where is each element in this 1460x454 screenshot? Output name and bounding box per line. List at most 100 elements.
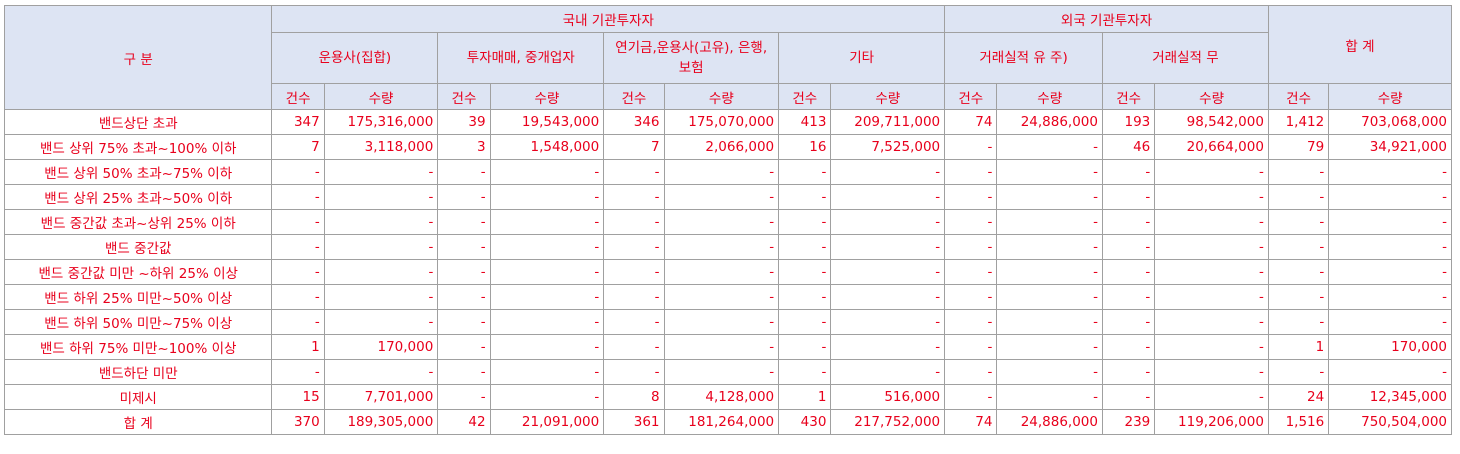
quantity-cell: -: [1328, 234, 1452, 260]
table-row: 밴드 하위 25% 미만~50% 이상 - - - - - - - - - - - - - -: [3, 284, 1452, 310]
quantity-cell: 703,068,000: [1328, 109, 1452, 135]
quantity-cell: -: [830, 359, 946, 385]
quantity-cell: -: [663, 184, 780, 210]
count-column-header: 건수: [1101, 83, 1156, 110]
count-cell: -: [271, 359, 325, 385]
quantity-column-header: 수량: [1154, 83, 1269, 110]
quantity-cell: 181,264,000: [663, 409, 780, 435]
quantity-cell: -: [323, 284, 439, 310]
count-cell: -: [1267, 234, 1330, 260]
quantity-cell: 7,525,000: [830, 134, 946, 160]
count-cell: -: [778, 234, 832, 260]
count-cell: -: [1267, 159, 1330, 185]
subgroup-header: 거래실적 유 주): [944, 32, 1103, 84]
quantity-cell: -: [830, 259, 946, 285]
count-cell: 430: [778, 409, 832, 435]
quantity-cell: -: [1154, 384, 1269, 410]
quantity-column-header: 수량: [996, 83, 1103, 110]
row-label: 밴드 상위 75% 초과~100% 이하: [3, 134, 273, 160]
quantity-cell: 98,542,000: [1154, 109, 1269, 135]
count-cell: -: [271, 184, 325, 210]
quantity-cell: 516,000: [830, 384, 946, 410]
quantity-column-header: 수량: [830, 83, 946, 110]
quantity-cell: -: [1328, 159, 1452, 185]
subgroup-header: 운용사(집합): [271, 32, 439, 84]
count-cell: 7: [603, 134, 665, 160]
count-cell: -: [437, 334, 491, 360]
foreign-institutions-header: 외국 기관투자자: [944, 5, 1269, 33]
count-cell: 74: [944, 109, 998, 135]
count-cell: -: [271, 209, 325, 235]
count-cell: 239: [1101, 409, 1156, 435]
quantity-cell: -: [663, 284, 780, 310]
row-label: 밴드하단 미만: [3, 359, 273, 385]
subgroup-header: 기타: [778, 32, 946, 84]
row-label: 밴드 중간값 미만 ~하위 25% 이상: [3, 259, 273, 285]
count-cell: -: [944, 359, 998, 385]
count-cell: 39: [437, 109, 491, 135]
row-label: 밴드 하위 50% 미만~75% 이상: [3, 309, 273, 335]
quantity-cell: -: [830, 159, 946, 185]
quantity-cell: 21,091,000: [489, 409, 605, 435]
count-cell: -: [603, 284, 665, 310]
count-cell: -: [1101, 334, 1156, 360]
quantity-cell: 1,548,000: [489, 134, 605, 160]
total-header: 합 계: [1267, 5, 1453, 84]
quantity-cell: -: [1154, 159, 1269, 185]
quantity-cell: -: [489, 209, 605, 235]
quantity-cell: -: [323, 234, 439, 260]
row-label: 밴드 하위 75% 미만~100% 이상: [3, 334, 273, 360]
count-cell: -: [778, 284, 832, 310]
table-row: 밴드 중간값 초과~상위 25% 이하 - - - - - - - - - - - - - -: [3, 209, 1452, 235]
count-cell: -: [603, 259, 665, 285]
quantity-cell: -: [996, 259, 1103, 285]
count-cell: 413: [778, 109, 832, 135]
count-cell: 24: [1267, 384, 1330, 410]
count-cell: -: [271, 309, 325, 335]
count-cell: -: [603, 234, 665, 260]
count-cell: -: [437, 384, 491, 410]
quantity-cell: 170,000: [323, 334, 439, 360]
count-cell: -: [944, 259, 998, 285]
quantity-cell: 750,504,000: [1328, 409, 1452, 435]
quantity-cell: -: [1154, 359, 1269, 385]
count-cell: -: [1101, 259, 1156, 285]
count-cell: -: [1101, 359, 1156, 385]
count-cell: -: [944, 159, 998, 185]
quantity-cell: 34,921,000: [1328, 134, 1452, 160]
quantity-cell: 119,206,000: [1154, 409, 1269, 435]
quantity-cell: -: [996, 334, 1103, 360]
count-cell: -: [1267, 284, 1330, 310]
quantity-cell: -: [830, 234, 946, 260]
quantity-cell: -: [489, 184, 605, 210]
count-cell: -: [1101, 159, 1156, 185]
domestic-institutions-header: 국내 기관투자자: [271, 5, 946, 33]
quantity-cell: -: [1154, 309, 1269, 335]
count-cell: -: [944, 309, 998, 335]
quantity-cell: -: [830, 309, 946, 335]
quantity-cell: -: [1328, 359, 1452, 385]
quantity-cell: 24,886,000: [996, 409, 1103, 435]
subgroup-header: 투자매매, 중개업자: [437, 32, 605, 84]
count-cell: 46: [1101, 134, 1156, 160]
count-cell: -: [778, 259, 832, 285]
count-cell: 7: [271, 134, 325, 160]
quantity-cell: 4,128,000: [663, 384, 780, 410]
table-row: 합 계 370 189,305,000 42 21,091,000 361 181,264,…: [3, 409, 1452, 435]
quantity-cell: -: [1154, 234, 1269, 260]
table-row: 밴드상단 초과 347 175,316,000 39 19,543,000 346 175,…: [3, 109, 1452, 135]
quantity-cell: -: [489, 284, 605, 310]
quantity-cell: -: [830, 334, 946, 360]
count-cell: -: [1267, 359, 1330, 385]
quantity-cell: -: [663, 334, 780, 360]
quantity-cell: -: [830, 209, 946, 235]
count-cell: -: [437, 234, 491, 260]
count-column-header: 건수: [271, 83, 325, 110]
quantity-cell: 7,701,000: [323, 384, 439, 410]
quantity-cell: 189,305,000: [323, 409, 439, 435]
quantity-column-header: 수량: [489, 83, 605, 110]
quantity-cell: -: [663, 209, 780, 235]
count-cell: -: [1267, 259, 1330, 285]
count-cell: -: [437, 184, 491, 210]
row-label: 합 계: [3, 409, 273, 435]
